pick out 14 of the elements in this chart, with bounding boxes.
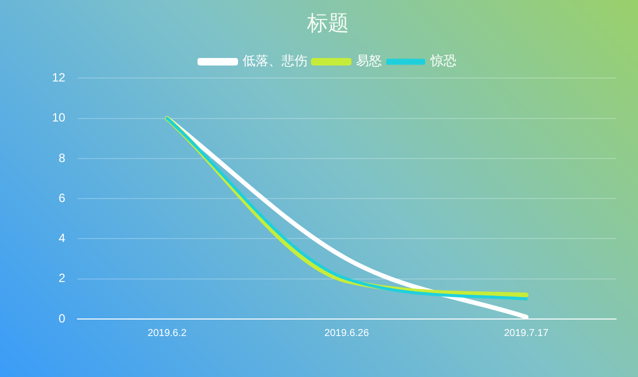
legend-label: 惊恐 <box>429 53 456 70</box>
legend-label: 易怒 <box>356 54 382 70</box>
x-tick-label: 2019.7.17 <box>504 328 549 339</box>
y-tick-label: 8 <box>58 150 66 165</box>
y-tick-label: 12 <box>52 70 66 85</box>
x-tick-label: 2019.6.2 <box>148 328 188 339</box>
y-tick-label: 4 <box>58 231 66 246</box>
y-tick-label: 0 <box>58 311 66 326</box>
y-tick-label: 10 <box>52 110 66 125</box>
y-tick-label: 6 <box>58 190 66 205</box>
legend-label: 低落、悲伤 <box>242 54 308 70</box>
chart-title: 标题 <box>306 11 349 36</box>
x-tick-label: 2019.6.26 <box>324 328 370 339</box>
y-tick-label: 2 <box>58 271 66 286</box>
